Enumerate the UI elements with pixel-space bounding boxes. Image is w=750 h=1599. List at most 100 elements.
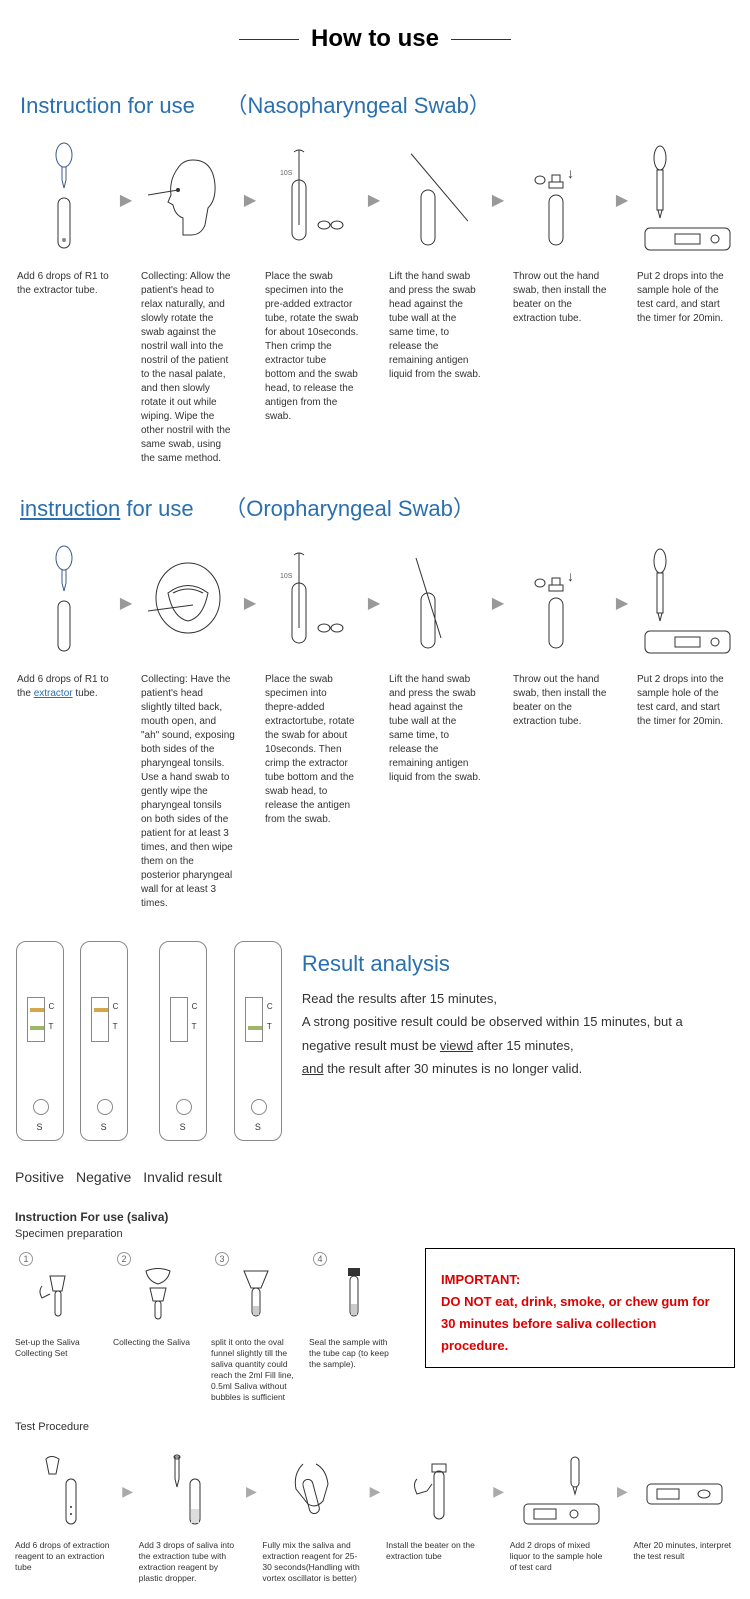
oro-step-2: Collecting: Have the patient's head slig… [139,538,237,916]
svg-text:↓: ↓ [567,165,574,181]
important-line: DO NOT eat, drink, smoke, or chew gum fo… [441,1291,719,1313]
cassettes: CT S Positive CT S Negative CT S Invalid… [15,941,282,1185]
step-text: Throw out the hand swab, then install th… [511,265,609,331]
step-text: Collecting the Saliva [113,1333,203,1348]
oro-title-b: （Oropharyngeal Swab） [224,496,475,521]
oro-title-mid: for use [120,496,193,521]
step-text: Add 6 drops of R1 to the extractor tube. [15,265,113,303]
step-text: Place the swab specimen into the pre-add… [263,265,361,429]
t: tube. [73,688,98,699]
dropper-tube-icon [15,538,113,668]
cassette-label: Positive [15,1149,64,1185]
saliva-sub: Specimen preparation [0,1226,750,1248]
cassette-label: Invalid result [143,1149,222,1185]
naso-title-a: Instruction for use [20,93,195,118]
t: the result after 30 minutes is no longer… [324,1061,583,1076]
cassette-icon: CT S [80,941,128,1141]
saliva-title: Instruction For use (saliva) [0,1200,750,1226]
proc-step-2: Add 3 drops of saliva into the extractio… [139,1446,241,1584]
step-text: Add 2 drops of mixed liquor to the sampl… [510,1536,612,1573]
naso-step-5: ↓ Throw out the hand swab, then install … [511,135,609,471]
svg-text:↓: ↓ [567,568,574,584]
cap-tube-icon: ↓ [511,538,609,668]
dropper-tube-icon [15,135,113,265]
naso-steps: Add 6 drops of R1 to the extractor tube.… [0,130,750,481]
result-line: and the result after 30 minutes is no lo… [302,1057,735,1080]
cassette-icon: CT S [234,941,282,1141]
cassette-invalid-2: CT S [234,941,282,1185]
arrow-icon: ▶ [489,538,507,668]
naso-step-1: Add 6 drops of R1 to the extractor tube. [15,135,113,471]
proc-row: Add 6 drops of extraction reagent to an … [0,1441,750,1599]
step-text: Set-up the Saliva Collecting Set [15,1333,105,1359]
drop-cassette-icon [635,135,735,265]
cassette-invalid-1: CT S Invalid result [143,941,222,1185]
proc-title: Test Procedure [0,1403,750,1441]
arrow-icon: ▶ [492,1446,506,1536]
oro-step-3: 10S Place the swab specimen into thepre-… [263,538,361,916]
proc-step-5: Add 2 drops of mixed liquor to the sampl… [510,1446,612,1584]
oro-step-1: Add 6 drops of R1 to the extractor tube. [15,538,113,916]
saliva-seal-icon: 4 [309,1248,399,1333]
saliva-funnel-icon: 3 [211,1248,301,1333]
arrow-icon: ▶ [117,135,135,265]
saliva-step-4: 4 Seal the sample with the tube cap (to … [309,1248,399,1370]
saliva-step-3: 3 split it onto the oval funnel slightly… [211,1248,301,1403]
oro-steps: Add 6 drops of R1 to the extractor tube.… [0,533,750,926]
oro-step-4: Lift the hand swab and press the swab he… [387,538,485,916]
naso-step-4: Lift the hand swab and press the swab he… [387,135,485,471]
saliva-collect-icon: 2 [113,1248,203,1333]
saliva-setup-icon: 1 [15,1248,105,1333]
proc-step-4: Install the beater on the extraction tub… [386,1446,488,1584]
arrow-icon: ▶ [241,538,259,668]
step-text: Collecting: Allow the patient's head to … [139,265,237,471]
add-drops-icon [510,1446,612,1536]
step-text: Place the swab specimen into thepre-adde… [263,668,361,832]
t: and [302,1061,324,1076]
step-text: Throw out the hand swab, then install th… [511,668,609,734]
result-title: Result analysis [302,951,735,977]
naso-step-2: Collecting: Allow the patient's head to … [139,135,237,471]
arrow-icon: ▶ [368,1446,382,1536]
result-section: CT S Positive CT S Negative CT S Invalid… [0,926,750,1200]
main-title: How to use [0,0,750,78]
important-box: IMPORTANT: DO NOT eat, drink, smoke, or … [425,1248,735,1368]
swab-tube-icon: 10S [263,135,361,265]
step-text: Install the beater on the extraction tub… [386,1536,488,1562]
important-title: IMPORTANT: [441,1269,719,1291]
mix-icon [262,1446,364,1536]
install-beater-icon [386,1446,488,1536]
step-text: Lift the hand swab and press the swab he… [387,668,485,790]
step-text: Put 2 drops into the sample hole of the … [635,265,735,331]
swab-tube-icon: 10S [263,538,361,668]
step-text: Add 6 drops of extraction reagent to an … [15,1536,117,1573]
svg-text:10S: 10S [280,573,293,580]
arrow-icon: ▶ [613,538,631,668]
step-text: After 20 minutes, interpret the test res… [633,1536,735,1562]
drop-cassette-icon [635,538,735,668]
step-text: Add 3 drops of saliva into the extractio… [139,1536,241,1584]
result-text: Result analysis Read the results after 1… [302,941,735,1185]
result-cassette-icon [633,1446,735,1536]
saliva-step-2: 2 Collecting the Saliva [113,1248,203,1348]
proc-step-6: After 20 minutes, interpret the test res… [633,1446,735,1584]
cassette-label: Negative [76,1149,131,1185]
oro-step-6: Put 2 drops into the sample hole of the … [635,538,735,916]
arrow-icon: ▶ [615,1446,629,1536]
arrow-icon: ▶ [365,538,383,668]
oro-title-a: instruction [20,496,120,521]
arrow-icon: ▶ [365,135,383,265]
t: after 15 minutes, [473,1038,573,1053]
saliva-step-1: 1 Set-up the Saliva Collecting Set [15,1248,105,1359]
arrow-icon: ▶ [121,1446,135,1536]
head-swab-icon [139,135,237,265]
saliva-prep-row: 1 Set-up the Saliva Collecting Set 2 Col… [0,1248,750,1403]
add-saliva-icon [139,1446,241,1536]
step-text: Seal the sample with the tube cap (to ke… [309,1333,399,1370]
cap-tube-icon: ↓ [511,135,609,265]
arrow-icon: ▶ [489,135,507,265]
proc-step-3: Fully mix the saliva and extraction reag… [262,1446,364,1584]
step-text: Put 2 drops into the sample hole of the … [635,668,735,734]
step-text: Fully mix the saliva and extraction reag… [262,1536,364,1584]
cassette-negative: CT S Negative [76,941,131,1185]
